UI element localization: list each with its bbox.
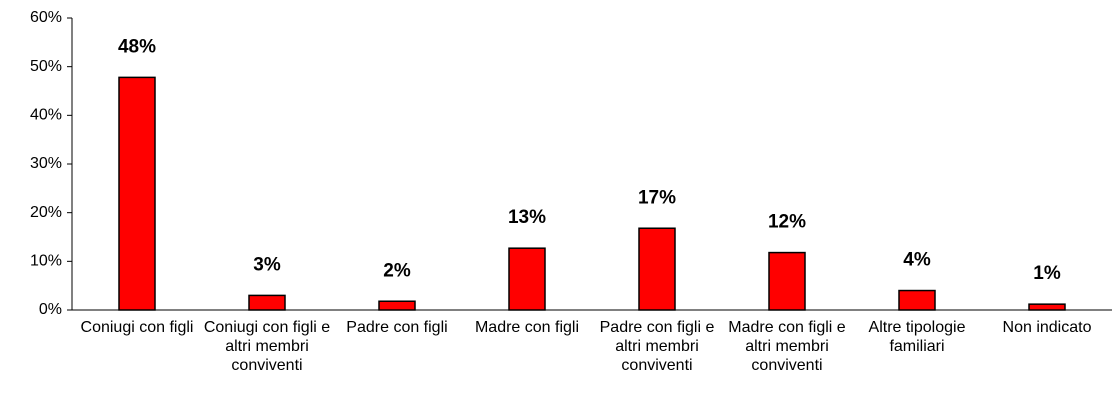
bar xyxy=(1028,303,1066,311)
x-label-box: Non indicato xyxy=(1002,319,1092,336)
x-label-box: Coniugi con figli e altri membri convive… xyxy=(203,319,331,374)
x-tick-label: Padre con figli e altri membri convivent… xyxy=(599,319,715,374)
x-tick-label: Padre con figli xyxy=(346,319,448,336)
value-label: 17% xyxy=(638,187,676,208)
y-tick-label: 0% xyxy=(39,301,62,318)
x-tick-label: Madre con figli e altri membri convivent… xyxy=(728,319,846,374)
y-tick-label: 30% xyxy=(30,155,62,172)
value-label: 13% xyxy=(508,207,546,228)
y-tick-label: 50% xyxy=(30,58,62,75)
bar xyxy=(898,289,936,311)
x-tick-label: Coniugi con figli xyxy=(80,319,194,336)
value-label: 3% xyxy=(253,254,281,275)
x-tick-label: Non indicato xyxy=(1002,319,1092,336)
y-tick-label: 40% xyxy=(30,107,62,124)
value-label: 1% xyxy=(1033,263,1061,284)
x-label-box: Madre con figli e altri membri convivent… xyxy=(728,319,846,374)
x-label-box: Coniugi con figli xyxy=(80,319,194,336)
value-label: 48% xyxy=(118,36,156,57)
x-label-box: Padre con figli xyxy=(346,319,448,336)
bar xyxy=(768,251,806,311)
bar xyxy=(118,76,156,311)
y-tick-label: 60% xyxy=(30,9,62,26)
value-label: 2% xyxy=(383,260,411,281)
x-label-box: Madre con figli xyxy=(474,319,580,336)
bar xyxy=(508,247,546,311)
y-tick-label: 20% xyxy=(30,204,62,221)
x-tick-label: Coniugi con figli e altri membri convive… xyxy=(203,319,331,374)
x-label-box: Padre con figli e altri membri convivent… xyxy=(599,319,715,374)
value-label: 12% xyxy=(768,212,806,233)
bar xyxy=(638,227,676,311)
bar xyxy=(248,294,286,311)
x-tick-label: Madre con figli xyxy=(474,319,580,336)
x-label-box: Altre tipologie familiari xyxy=(868,319,966,355)
bar xyxy=(378,300,416,311)
y-tick-label: 10% xyxy=(30,253,62,270)
value-label: 4% xyxy=(903,250,931,271)
x-tick-label: Altre tipologie familiari xyxy=(868,319,966,355)
